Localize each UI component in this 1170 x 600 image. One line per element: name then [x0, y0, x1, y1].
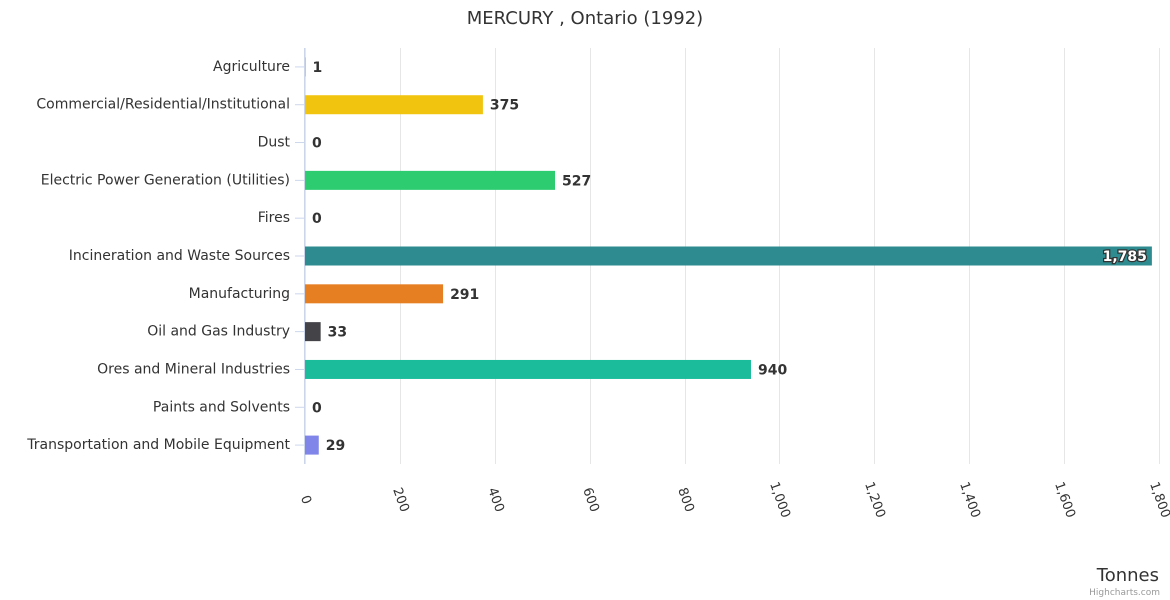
bars	[305, 57, 1152, 455]
category-label: Ores and Mineral Industries	[97, 361, 290, 377]
category-label: Commercial/Residential/Institutional	[36, 97, 290, 113]
data-label: 291	[450, 287, 479, 303]
value-axis-title: Tonnes	[1096, 565, 1159, 586]
bar[interactable]	[305, 284, 444, 304]
axes: 0 200 400 600 800 1,000 1,200 1,400 1,600 1,800	[295, 48, 1170, 520]
bar[interactable]	[305, 435, 319, 455]
bar[interactable]	[305, 95, 483, 115]
data-label: 375	[490, 98, 519, 114]
data-label: 29	[326, 438, 345, 454]
credits-link[interactable]: Highcharts.com	[1089, 588, 1160, 598]
data-label: 527	[562, 173, 591, 189]
bar[interactable]	[305, 170, 556, 190]
category-label: Paints and Solvents	[153, 399, 290, 415]
data-label: 1,785	[1103, 249, 1147, 265]
category-label: Transportation and Mobile Equipment	[26, 437, 290, 453]
category-label: Electric Power Generation (Utilities)	[41, 172, 290, 188]
category-label: Manufacturing	[189, 286, 290, 302]
category-label: Dust	[258, 135, 291, 151]
category-label: Incineration and Waste Sources	[69, 248, 290, 264]
bar[interactable]	[305, 322, 321, 342]
chart-title: MERCURY , Ontario (1992)	[467, 8, 703, 29]
bar[interactable]	[305, 246, 1152, 266]
data-label: 0	[312, 136, 322, 152]
data-label: 1	[312, 60, 322, 76]
data-label: 0	[312, 400, 322, 416]
data-label: 0	[312, 211, 322, 227]
category-label: Fires	[258, 210, 290, 226]
labels: Agriculture 1 Commercial/Residential/Insti…	[26, 59, 1148, 454]
category-label: Oil and Gas Industry	[147, 324, 290, 340]
category-label: Agriculture	[213, 59, 290, 75]
data-label: 33	[328, 325, 347, 341]
bar[interactable]	[305, 359, 751, 379]
data-label: 940	[758, 362, 787, 378]
